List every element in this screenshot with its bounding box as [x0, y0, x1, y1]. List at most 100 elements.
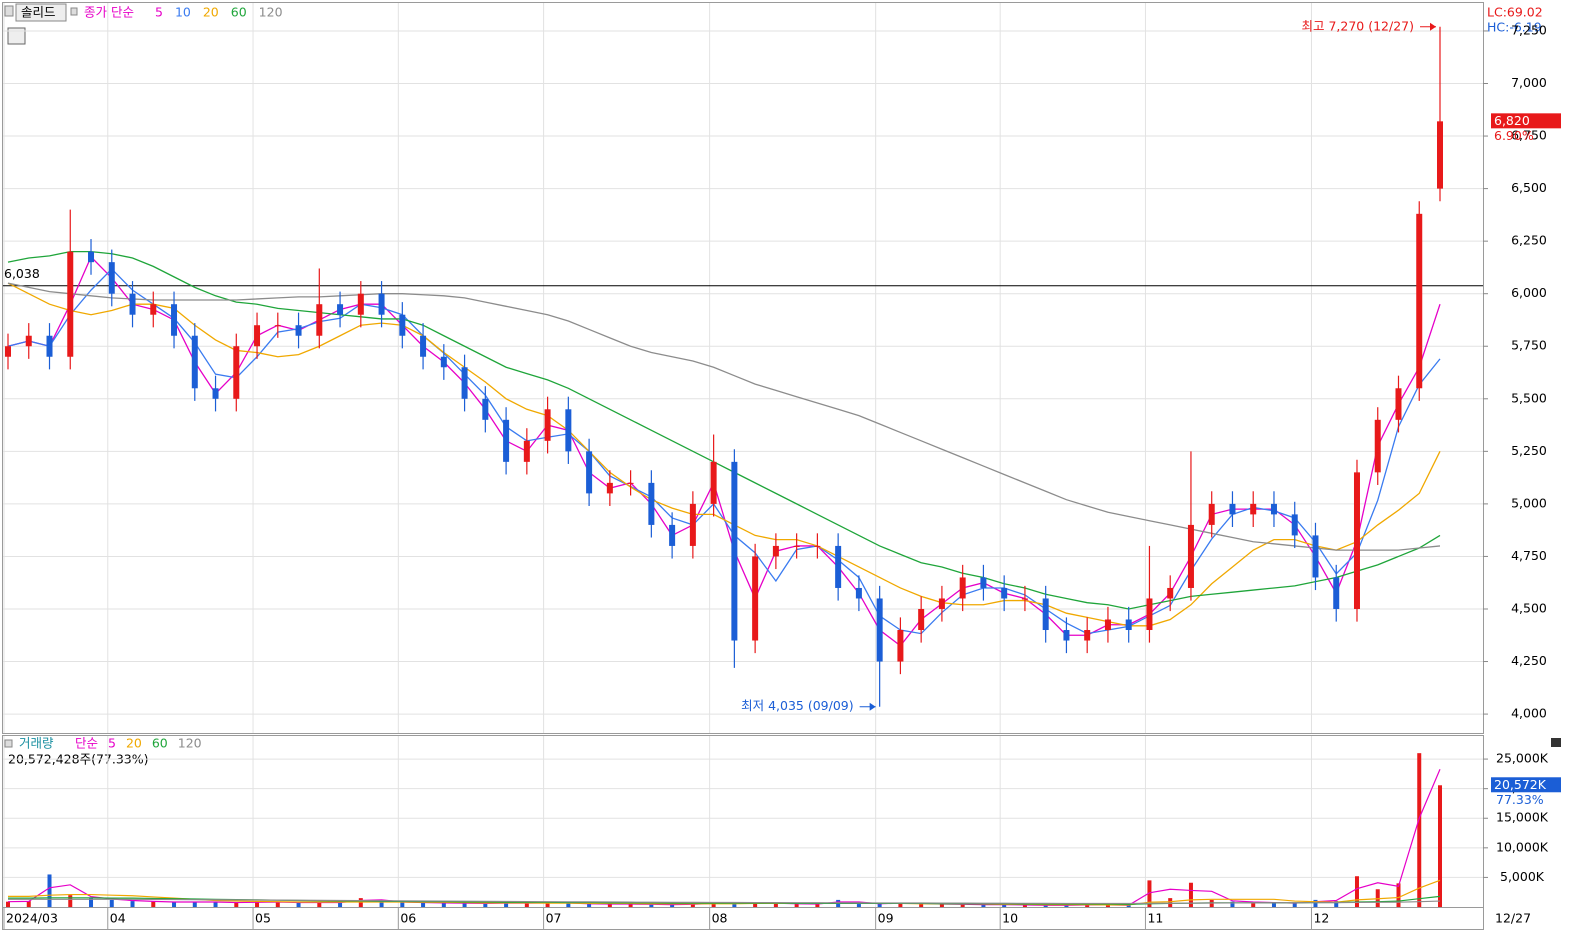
candle-body	[1333, 577, 1340, 609]
y-tick-label: 4,750	[1511, 548, 1547, 563]
volume-bar	[504, 902, 509, 907]
volume-bar	[960, 904, 965, 907]
volume-bar	[1354, 876, 1359, 907]
price-label: 6,820	[1494, 113, 1530, 128]
candle-body	[1437, 121, 1443, 189]
candle-body	[855, 587, 862, 599]
candle-body	[1167, 587, 1174, 599]
candle-body	[295, 325, 302, 336]
legend-entry: 20	[126, 736, 142, 751]
candle-body	[1208, 503, 1215, 525]
volume-bar	[753, 902, 758, 907]
y-tick-label: 25,000K	[1496, 751, 1549, 766]
arrow-head	[1430, 22, 1436, 31]
price-box	[1491, 113, 1561, 129]
volume-bar	[1002, 904, 1007, 907]
legend-entry: 60	[152, 736, 168, 751]
candle-body	[1187, 524, 1194, 588]
x-tick-label: 11	[1147, 911, 1163, 926]
volume-bar	[1396, 883, 1401, 907]
volume-bar	[566, 903, 571, 907]
volume-bar	[1105, 905, 1110, 907]
legend-entry: 5	[108, 736, 116, 751]
candle-body	[440, 356, 447, 368]
candle-body	[5, 346, 11, 357]
close-icon[interactable]	[1551, 738, 1561, 747]
volume-bar	[794, 904, 799, 907]
legend-entry: 120	[259, 5, 283, 20]
volume-bar	[26, 901, 31, 907]
x-tick-label: 05	[255, 911, 271, 926]
candle-body	[503, 419, 510, 462]
volume-bar	[1313, 899, 1318, 907]
legend-entry: 5	[155, 5, 163, 20]
volume-bar	[1168, 898, 1173, 907]
volume-bar	[877, 903, 882, 907]
grid-icon[interactable]	[7, 27, 26, 45]
candle-body	[420, 335, 427, 357]
candle-body	[731, 461, 738, 641]
y-tick-label: 5,000K	[1500, 869, 1545, 884]
candle-body	[378, 293, 385, 315]
candle-body	[88, 251, 95, 263]
candle-body	[710, 461, 717, 504]
candle-body	[1374, 419, 1381, 473]
volume-bar	[1438, 785, 1442, 907]
volume-bar	[815, 904, 820, 907]
candle-body	[793, 545, 800, 547]
volume-bar	[1188, 882, 1193, 907]
header-box[interactable]	[15, 3, 67, 22]
candle-body	[108, 262, 115, 294]
x-tick-label: 12	[1313, 911, 1329, 926]
x-tick-label: 08	[712, 911, 728, 926]
volume-bar	[670, 904, 675, 907]
volume-bar	[919, 904, 924, 907]
ma-label: 종가 단순	[84, 5, 134, 20]
x-tick-label: 04	[110, 911, 126, 926]
candle-body	[399, 314, 406, 336]
reference-label: 6,038	[4, 266, 40, 281]
candle-body	[918, 608, 925, 631]
ma-line	[7, 282, 1441, 551]
volume-change: 77.33%	[1496, 792, 1544, 807]
candle-body	[1001, 587, 1008, 599]
volume-ma-line	[8, 898, 1441, 905]
volume-bar	[711, 902, 716, 907]
volume-bar	[773, 903, 778, 907]
volume-bar	[47, 874, 52, 907]
legend-entry: 20	[203, 5, 219, 20]
volume-bar	[1064, 905, 1069, 907]
candle-body	[461, 367, 468, 399]
volume-bar	[1334, 901, 1339, 907]
x-tick-label: 10	[1002, 911, 1018, 926]
volume-bar	[296, 902, 301, 907]
candle-body	[1250, 503, 1257, 515]
volume-bar	[1230, 901, 1235, 907]
volume-bar	[275, 902, 280, 907]
candle-body	[565, 409, 572, 452]
icon	[70, 7, 78, 16]
candle-body	[1042, 598, 1049, 631]
candle-body	[669, 524, 676, 546]
y-tick-label: 7,000	[1511, 75, 1547, 90]
volume-bar	[981, 904, 986, 907]
min-label: 최저 4,035 (09/09)	[741, 698, 854, 713]
x-tick-label: 2024/03	[6, 911, 58, 926]
volume-bar	[441, 902, 446, 907]
candle-body	[1063, 630, 1070, 641]
ma-label: 단순	[75, 736, 98, 751]
volume-bar	[379, 901, 384, 907]
candle-body	[274, 325, 281, 327]
hc-label: HC:-6.19	[1487, 20, 1542, 35]
candle-body	[1291, 514, 1298, 536]
volume-bar	[172, 902, 177, 907]
candle-body	[1270, 503, 1277, 515]
y-tick-label: 6,000	[1511, 285, 1547, 300]
volume-bar	[1251, 902, 1256, 907]
candle-body	[1312, 535, 1319, 578]
icon[interactable]	[4, 5, 14, 17]
y-tick-label: 6,750	[1511, 128, 1547, 143]
volume-bar	[1292, 903, 1297, 907]
y-tick-label: 15,000K	[1496, 810, 1549, 825]
volume-bar	[151, 901, 156, 907]
